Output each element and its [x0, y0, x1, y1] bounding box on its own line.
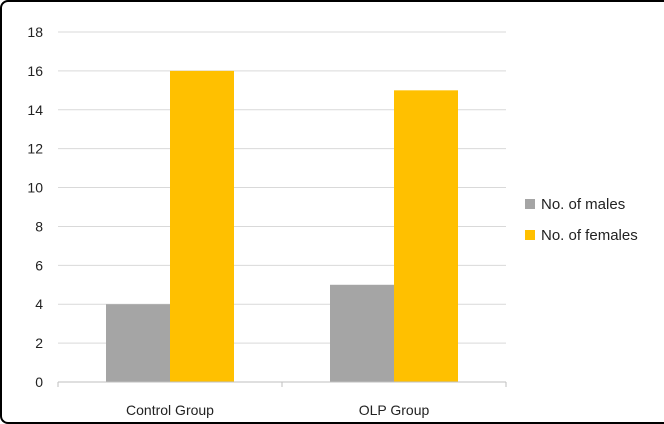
legend-swatch — [525, 230, 535, 240]
y-axis-tick-labels: 0 2 4 6 8 10 12 14 16 18 — [27, 24, 43, 390]
y-tick-label: 6 — [35, 257, 43, 273]
bars — [106, 70, 458, 382]
y-tick-label: 16 — [27, 63, 43, 79]
y-tick-label: 18 — [27, 24, 43, 40]
y-tick-label: 8 — [35, 218, 43, 234]
legend-label: No. of females — [541, 227, 638, 244]
x-category-label: Control Group — [126, 402, 214, 418]
y-tick-label: 10 — [27, 180, 43, 196]
y-tick-label: 14 — [27, 102, 43, 118]
legend-label: No. of males — [541, 196, 625, 213]
y-tick-label: 2 — [35, 335, 43, 351]
bar-males-olp — [330, 284, 394, 382]
legend: No. of males No. of females — [525, 196, 638, 244]
y-tick-label: 12 — [27, 141, 43, 157]
x-axis-category-labels: Control Group OLP Group — [126, 402, 429, 418]
bar-males-control — [106, 304, 170, 382]
legend-swatch — [525, 199, 535, 209]
bar-females-olp — [394, 90, 458, 382]
y-tick-label: 4 — [35, 296, 43, 312]
y-tick-label: 0 — [35, 374, 43, 390]
x-axis-tick-marks — [57, 382, 507, 387]
bar-females-control — [170, 70, 234, 382]
x-category-label: OLP Group — [359, 402, 430, 418]
